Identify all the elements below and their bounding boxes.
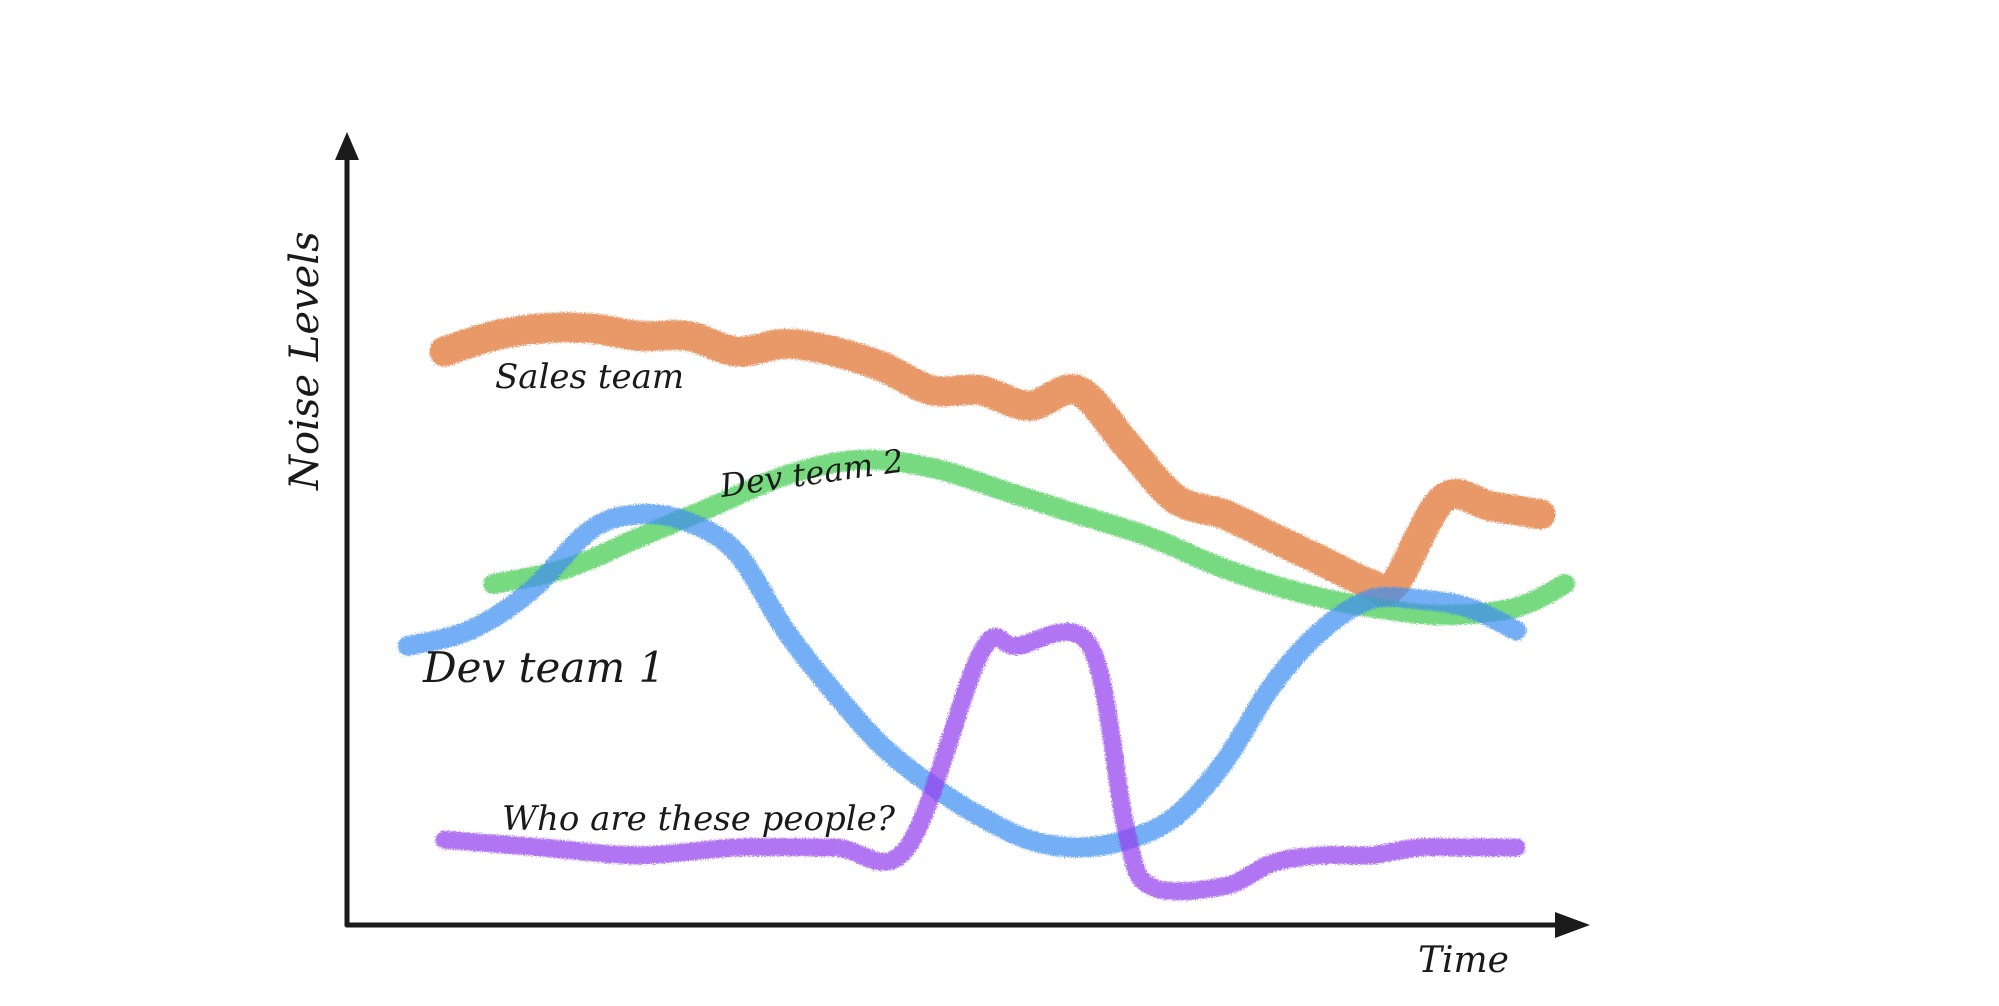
axes	[335, 132, 1590, 938]
annotation-sales-team: Sales team	[495, 357, 684, 397]
series-line-dev-team-1	[397, 503, 1527, 858]
series-layer	[397, 312, 1575, 901]
annotation-who-are-these-people: Who are these people?	[502, 799, 896, 839]
annotation-dev-team-2: Dev team 2	[717, 442, 906, 505]
annotation-dev-team-1: Dev team 1	[422, 643, 665, 692]
series-line-who-are-these-people	[435, 622, 1526, 901]
x-axis-label: Time	[1418, 940, 1509, 981]
y-axis-label: Noise Levels	[282, 231, 328, 491]
x-axis-arrow	[1555, 912, 1590, 938]
series-who-are-these-people	[435, 622, 1526, 901]
y-axis-arrow	[335, 132, 359, 160]
series-dev-team-1	[397, 503, 1527, 858]
